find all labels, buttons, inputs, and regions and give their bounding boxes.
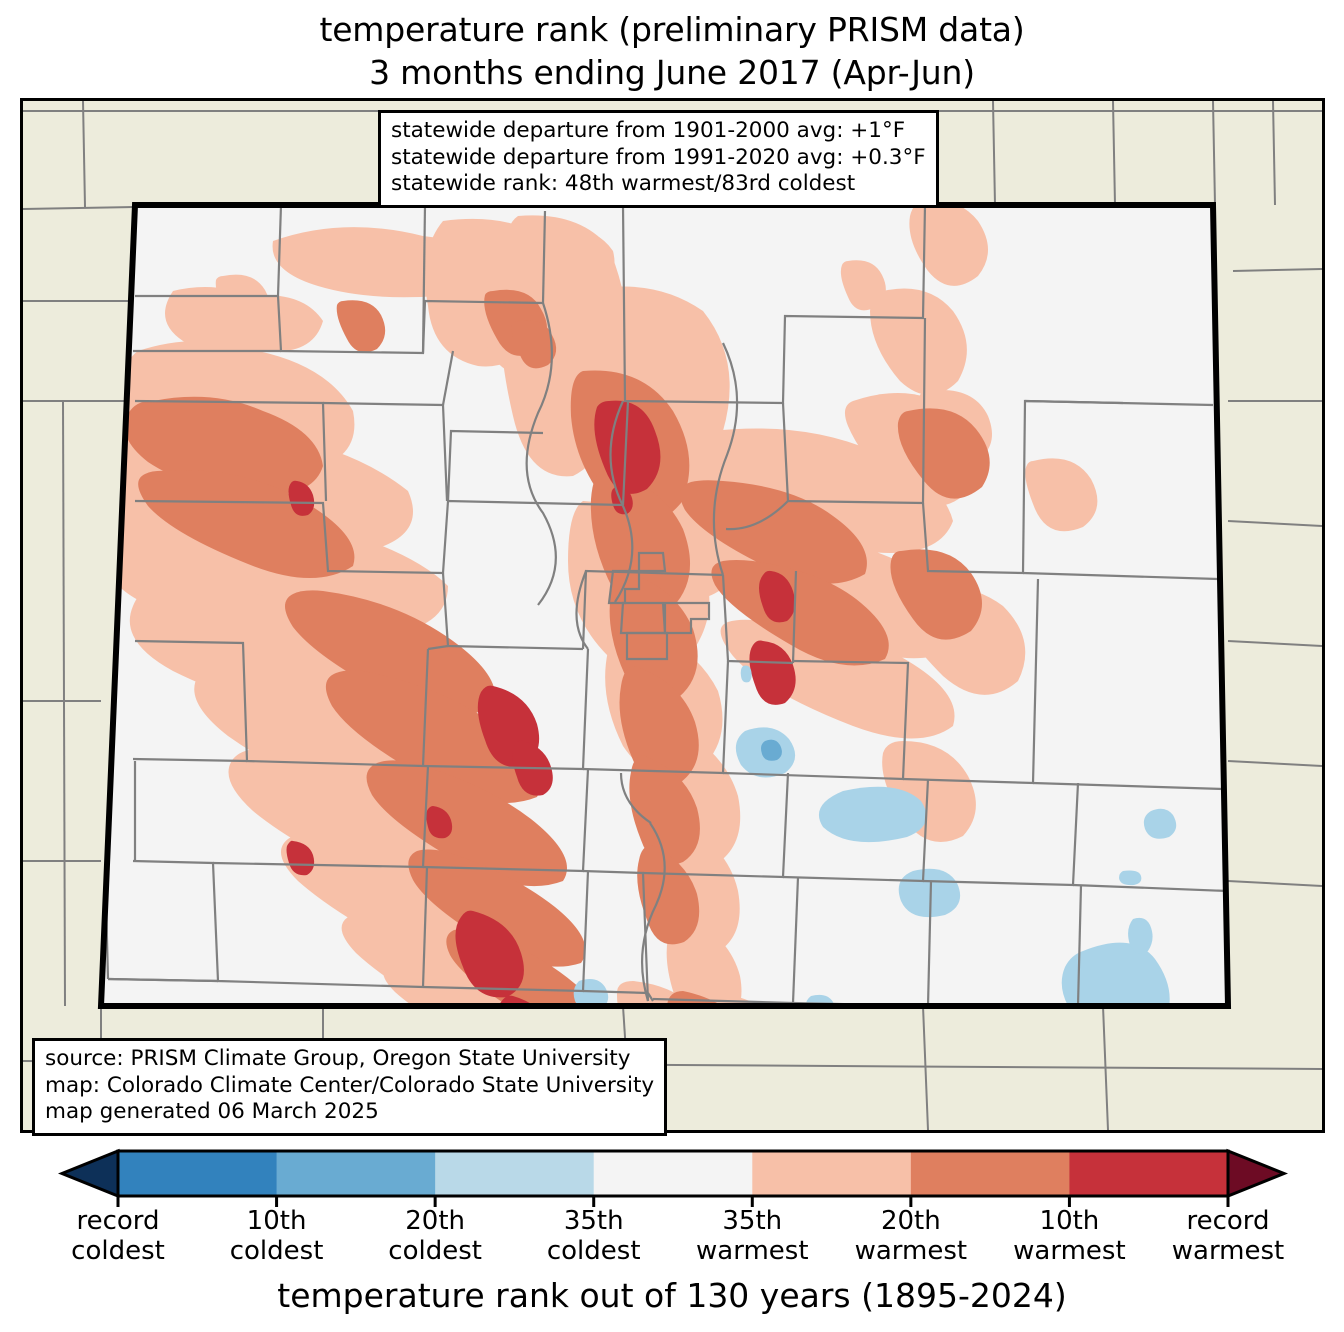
colorbar-svg	[57, 1148, 1289, 1207]
page-title: temperature rank (preliminary PRISM data…	[0, 8, 1344, 94]
colorbar-outline	[116, 1149, 1230, 1198]
colorbar-tick-label-top: record	[1186, 1206, 1270, 1236]
title-line-1: temperature rank (preliminary PRISM data…	[319, 10, 1025, 49]
colorbar-band	[1069, 1151, 1229, 1196]
band-cool-core	[761, 739, 782, 761]
colorbar-tick-label-bottom: warmest	[696, 1236, 809, 1266]
colorbar-band	[276, 1151, 436, 1196]
colorbar-tick-label: 20th warmest	[816, 1206, 1006, 1266]
colorbar-band	[910, 1151, 1071, 1196]
source-line: source: PRISM Climate Group, Oregon Stat…	[45, 1046, 631, 1071]
colorbar-tick-label-bottom: coldest	[546, 1236, 641, 1266]
map-frame	[20, 98, 1325, 1133]
colorbar-band	[752, 1151, 912, 1196]
colorado-county-lines	[103, 205, 1228, 1006]
stat-departure-1991-2020: statewide departure from 1991-2020 avg: …	[391, 144, 926, 170]
colorbar-tick-labels: record coldest 10th coldest 20th coldest 35th c…	[0, 1206, 1344, 1272]
colorbar-tick-label-top: 35th	[722, 1206, 783, 1236]
colorbar-tick-label-bottom: coldest	[229, 1236, 324, 1266]
colorbar-under-arrow	[57, 1148, 120, 1199]
colorbar-tick-label: 35th coldest	[499, 1206, 689, 1266]
colorbar-tick-label-top: record	[76, 1206, 160, 1236]
map-credit-line: map: Colorado Climate Center/Colorado St…	[45, 1072, 655, 1098]
colorbar-tick-label: 20th coldest	[340, 1206, 530, 1266]
colorbar-tick-label: record warmest	[1133, 1206, 1323, 1266]
colorbar-tick-label: record coldest	[23, 1206, 213, 1266]
stat-departure-1901-2000: statewide departure from 1901-2000 avg: …	[391, 118, 906, 143]
colorbar-tick-label-top: 10th	[1039, 1206, 1100, 1236]
colorbar-tick-label-bottom: warmest	[854, 1236, 968, 1266]
colorbar-tick-label: 35th warmest	[657, 1206, 847, 1266]
colorbar-tick-label-bottom: coldest	[71, 1236, 165, 1266]
colorbar-ticks	[116, 1196, 1230, 1207]
source-box: source: PRISM Climate Group, Oregon Stat…	[32, 1038, 668, 1136]
title-line-2: 3 months ending June 2017 (Apr-Jun)	[369, 53, 975, 92]
colorbar-band	[118, 1151, 278, 1196]
statistics-box: statewide departure from 1901-2000 avg: …	[378, 110, 939, 208]
colorbar-tick-label: 10th coldest	[182, 1206, 372, 1266]
colorbar-tick-label-bottom: coldest	[388, 1236, 482, 1266]
colorbar-caption: temperature rank out of 130 years (1895-…	[277, 1276, 1067, 1315]
colorbar-tick-label-top: 20th	[880, 1206, 941, 1236]
colorbar-band	[435, 1151, 595, 1196]
colorbar-tick-label-bottom: warmest	[1171, 1236, 1285, 1266]
colorbar-tick-label-bottom: warmest	[1013, 1236, 1126, 1266]
map-generated-line: map generated 06 March 2025	[45, 1099, 379, 1124]
temperature-rank-contours	[105, 205, 1177, 1006]
colorbar-tick-label-top: 20th	[405, 1206, 466, 1236]
colorbar	[0, 1148, 1344, 1208]
colorbar-tick-label-top: 10th	[246, 1206, 307, 1236]
colorbar-tick-label-top: 35th	[563, 1206, 624, 1236]
colorbar-over-arrow	[1226, 1148, 1289, 1199]
colorbar-band	[593, 1151, 753, 1196]
colorbar-tick-label: 10th warmest	[974, 1206, 1164, 1266]
neighbor-county-lines	[23, 101, 1322, 1130]
band-cool-ranks	[573, 665, 1177, 1006]
colorbar-bands	[57, 1148, 1289, 1199]
colorado-temperature-rank-map	[23, 101, 1322, 1130]
stat-statewide-rank: statewide rank: 48th warmest/83rd coldes…	[391, 171, 856, 196]
